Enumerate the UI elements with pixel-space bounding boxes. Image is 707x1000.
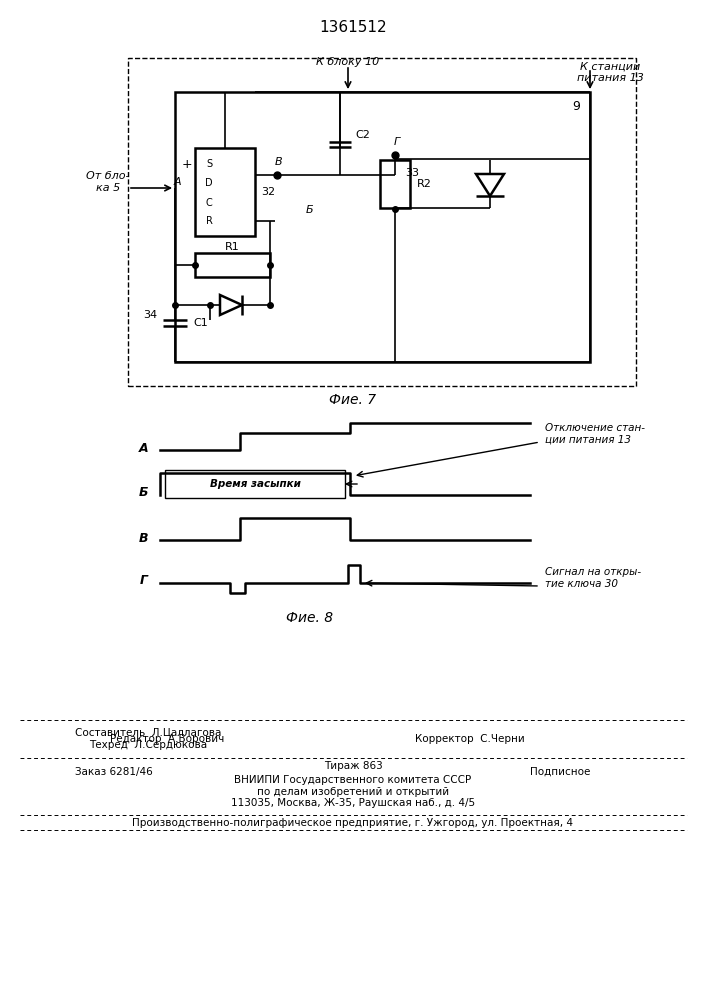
Text: Сигнал на откры-
тие ключа 30: Сигнал на откры- тие ключа 30 — [545, 567, 641, 589]
Text: C1: C1 — [193, 318, 208, 328]
Text: по делам изобретений и открытий: по делам изобретений и открытий — [257, 787, 449, 797]
Text: К станции
питания 13: К станции питания 13 — [577, 61, 643, 83]
Text: Б: Б — [306, 205, 314, 215]
Text: 34: 34 — [143, 310, 157, 320]
Text: 33: 33 — [405, 168, 419, 178]
Text: Составитель  Л.Цаллагова: Составитель Л.Цаллагова — [75, 727, 221, 737]
Text: Время засыпки: Время засыпки — [209, 479, 300, 489]
Text: 1361512: 1361512 — [319, 20, 387, 35]
Text: Производственно-полиграфическое предприятие, г. Ужгород, ул. Проектная, 4: Производственно-полиграфическое предприя… — [132, 818, 573, 828]
Text: C2: C2 — [355, 130, 370, 140]
Text: В: В — [275, 157, 283, 167]
Text: +: + — [182, 157, 192, 170]
Text: R1: R1 — [225, 242, 240, 252]
Text: D: D — [205, 178, 213, 188]
Bar — [195, 253, 270, 277]
Text: Заказ 6281/46: Заказ 6281/46 — [75, 767, 153, 777]
Text: От бло-
ка 5: От бло- ка 5 — [86, 171, 130, 193]
Text: Отключение стан-
ции питания 13: Отключение стан- ции питания 13 — [545, 423, 645, 445]
Text: Г: Г — [140, 574, 148, 587]
Text: Редактор  А.Ворович: Редактор А.Ворович — [110, 734, 224, 744]
Bar — [165, 470, 345, 498]
Text: Подписное: Подписное — [530, 767, 590, 777]
Text: ВНИИПИ Государственного комитета СССР: ВНИИПИ Государственного комитета СССР — [235, 775, 472, 785]
Text: S: S — [206, 159, 212, 169]
Text: Г: Г — [394, 137, 400, 147]
Text: 113035, Москва, Ж-35, Раушская наб., д. 4/5: 113035, Москва, Ж-35, Раушская наб., д. … — [231, 798, 475, 808]
Text: A: A — [173, 177, 181, 187]
Text: А: А — [139, 442, 148, 454]
Text: Тираж 863: Тираж 863 — [324, 761, 382, 771]
Text: R: R — [206, 216, 212, 226]
Text: R2: R2 — [417, 179, 432, 189]
Text: Техред  Л.Сердюкова: Техред Л.Сердюкова — [89, 740, 207, 750]
Text: Корректор  С.Черни: Корректор С.Черни — [415, 734, 525, 744]
Bar — [195, 148, 255, 236]
Text: В: В — [139, 532, 148, 544]
Text: К блоку 10: К блоку 10 — [316, 57, 380, 67]
Text: Фие. 8: Фие. 8 — [286, 611, 334, 625]
Text: 9: 9 — [572, 100, 580, 112]
Bar — [128, 58, 636, 386]
Bar — [175, 92, 590, 362]
Text: C: C — [206, 198, 212, 208]
Text: 32: 32 — [261, 187, 275, 197]
Text: Фие. 7: Фие. 7 — [329, 393, 377, 407]
Text: Б: Б — [139, 487, 148, 499]
Bar — [380, 160, 410, 208]
